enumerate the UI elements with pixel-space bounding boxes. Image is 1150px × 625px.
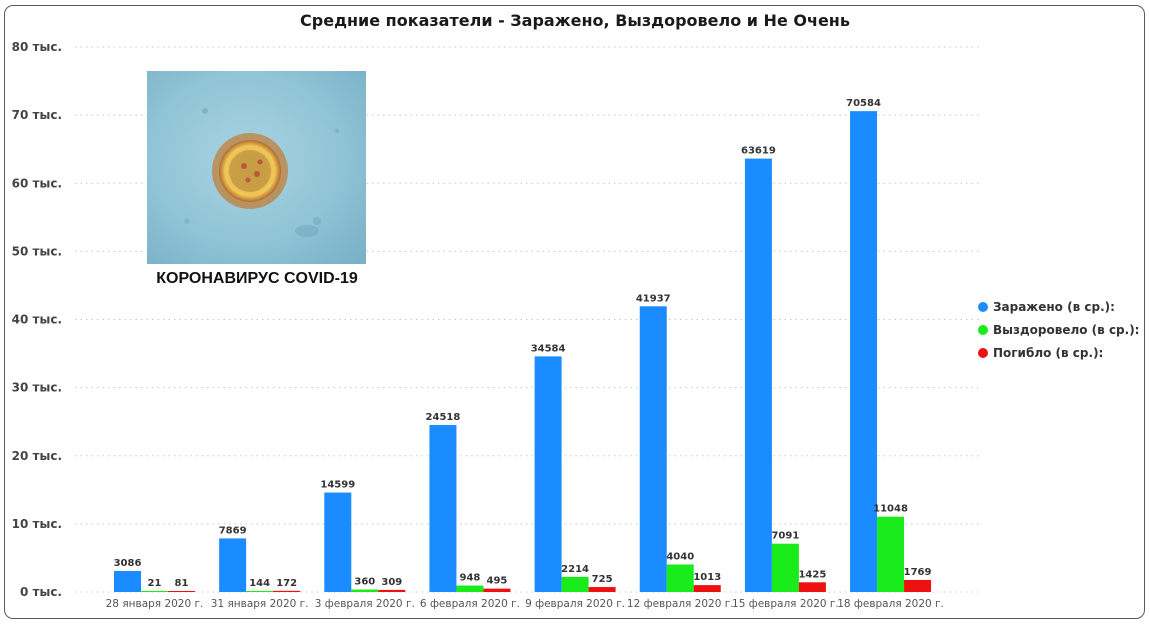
bar-recovered	[456, 585, 484, 592]
x-tick-label: 18 февраля 2020 г.	[837, 598, 944, 610]
bar-infected	[114, 570, 141, 592]
x-tick-label: 3 февраля 2020 г.	[315, 598, 415, 610]
bar-died	[798, 582, 826, 592]
x-tick-label: 15 февраля 2020 г.	[732, 598, 839, 610]
bar-infected	[639, 306, 667, 592]
data-label: 360	[354, 577, 375, 588]
legend-item-died[interactable]: Погибло (в ср.):	[978, 341, 1148, 364]
data-label: 309	[381, 577, 402, 588]
y-tick-label: 70 тыс.	[12, 108, 62, 122]
bar-infected	[744, 158, 772, 592]
data-label: 495	[487, 576, 508, 587]
legend-label-recovered: Выздоровело (в ср.):	[993, 322, 1140, 337]
bar-infected	[534, 356, 562, 592]
bar-infected	[850, 111, 878, 593]
bar-died	[588, 587, 616, 592]
data-label: 3086	[114, 558, 142, 569]
bar-died	[693, 585, 721, 592]
x-tick-label: 12 февраля 2020 г.	[627, 598, 734, 610]
y-tick-label: 50 тыс.	[12, 244, 62, 258]
y-tick-label: 60 тыс.	[12, 176, 62, 190]
bar-recovered	[246, 591, 274, 592]
data-label: 21	[148, 578, 162, 589]
data-label: 41937	[636, 293, 671, 304]
bar-infected	[324, 492, 352, 592]
legend-item-recovered[interactable]: Выздоровело (в ср.):	[978, 318, 1148, 341]
data-label: 172	[276, 578, 297, 589]
y-tick-label: 40 тыс.	[12, 313, 62, 327]
bar-recovered	[771, 543, 799, 592]
legend-label-died: Погибло (в ср.):	[993, 345, 1104, 360]
bar-infected	[219, 538, 247, 592]
y-tick-label: 80 тыс.	[12, 40, 62, 54]
data-label: 1425	[798, 569, 826, 580]
bar-recovered	[666, 564, 694, 592]
data-label: 1013	[693, 572, 721, 583]
chart-title: Средние показатели - Заражено, Выздорове…	[300, 11, 850, 30]
data-label: 948	[460, 573, 481, 584]
bar-infected	[429, 424, 457, 592]
data-label: 7869	[219, 525, 247, 536]
legend-dot-recovered	[978, 324, 988, 335]
legend-label-infected: Заражено (в ср.):	[993, 299, 1115, 314]
bar-died	[378, 589, 406, 592]
bar-died	[273, 590, 301, 592]
bar-recovered	[141, 591, 168, 592]
data-label: 81	[175, 578, 189, 589]
data-label: 63619	[741, 146, 776, 157]
virus-caption: КОРОНАВИРУС COVID-19	[156, 270, 358, 287]
y-tick-label: 30 тыс.	[12, 381, 62, 395]
x-tick-label: 28 января 2020 г.	[106, 598, 204, 610]
bar-died	[483, 588, 511, 592]
data-label: 24518	[426, 412, 461, 423]
bar-died	[168, 591, 195, 592]
bar-recovered	[351, 589, 379, 592]
y-tick-label: 0 тыс.	[20, 585, 62, 599]
data-label: 2214	[561, 564, 589, 575]
data-label: 1769	[904, 567, 932, 578]
y-tick-label: 10 тыс.	[12, 517, 62, 531]
x-tick-label: 6 февраля 2020 г.	[420, 598, 520, 610]
data-label: 4040	[666, 551, 694, 562]
bar-recovered	[877, 516, 905, 592]
x-tick-label: 31 января 2020 г.	[211, 598, 309, 610]
legend-item-infected[interactable]: Заражено (в ср.):	[978, 295, 1148, 318]
data-label: 34584	[531, 343, 566, 354]
bar-died	[904, 579, 932, 592]
legend-dot-infected	[978, 301, 988, 312]
data-label: 14599	[320, 480, 355, 491]
x-tick-label: 9 февраля 2020 г.	[525, 598, 625, 610]
legend-dot-died	[978, 347, 988, 358]
data-label: 725	[592, 574, 613, 585]
data-label: 11048	[873, 504, 908, 515]
data-label: 7091	[771, 531, 799, 542]
data-label: 144	[249, 578, 270, 589]
data-label: 70584	[846, 98, 881, 109]
virus-microscope-image	[147, 71, 366, 264]
bar-recovered	[561, 576, 589, 592]
y-tick-label: 20 тыс.	[12, 449, 62, 463]
chart-legend: Заражено (в ср.): Выздоровело (в ср.): П…	[978, 295, 1148, 364]
